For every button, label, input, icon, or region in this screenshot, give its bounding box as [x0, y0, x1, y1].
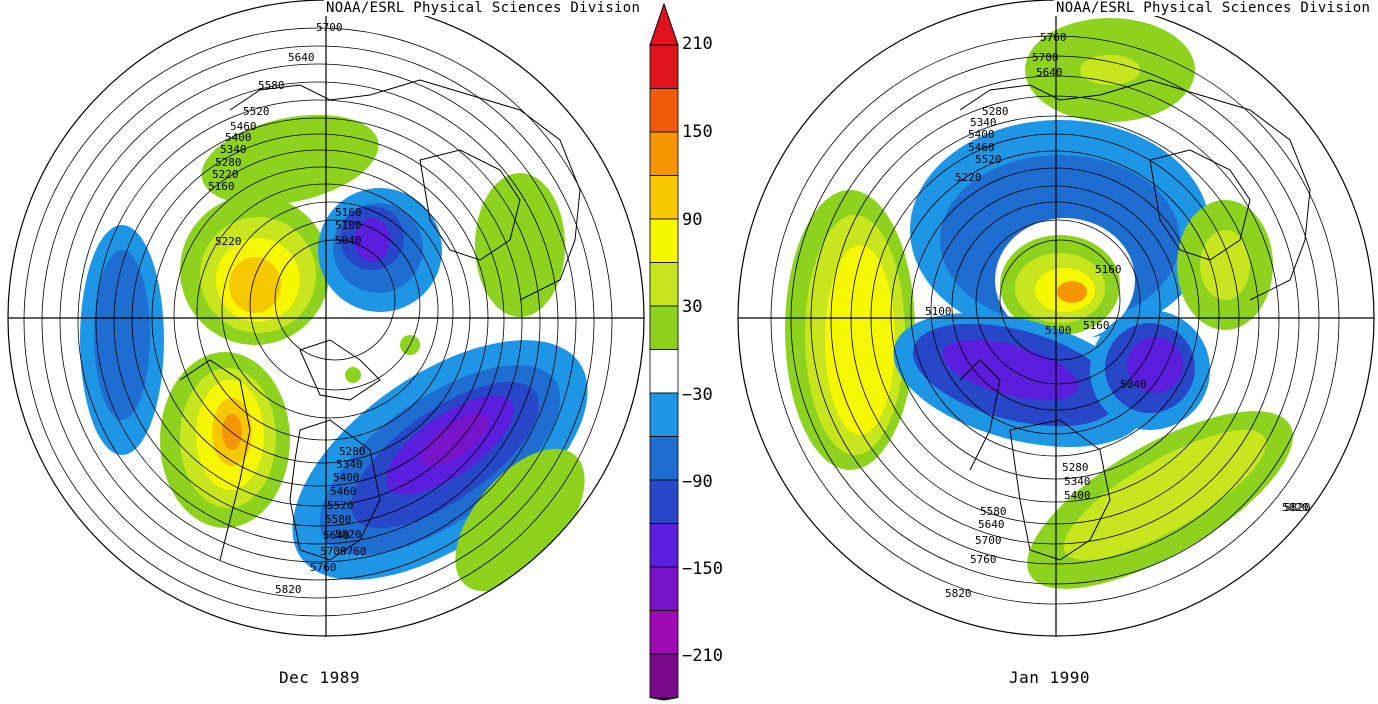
jan-1990-contour-label: 5280	[1062, 461, 1089, 474]
dec-1989-contour-label: 5640	[288, 51, 315, 64]
jan-1990-contour-label: 5820	[945, 587, 972, 600]
dec-1989-contour-label: 5160	[208, 180, 235, 193]
jan-1990-contour-label: 5520	[975, 153, 1002, 166]
dec-1989-contour-label: 5520	[243, 105, 270, 118]
colorbar	[649, 2, 679, 701]
dec-1989-contour-label: 5280	[339, 445, 366, 458]
colorbar-tick-label: 210	[682, 34, 713, 54]
dec-1989-contour-label: 5760	[310, 561, 337, 574]
height-contours	[770, 35, 1340, 605]
dec-1989-contour-label: 5580	[325, 513, 352, 526]
jan-1990-contour-label: 5400	[1064, 489, 1091, 502]
dec-1989-contour-label: 5160	[335, 206, 362, 219]
anomaly-fills	[785, 18, 1293, 589]
jan-1990-contour-label: 5340	[1064, 475, 1091, 488]
jan-1990-contour-label: 5700	[975, 534, 1002, 547]
jan-1990-contour-label: 5040	[1120, 378, 1147, 391]
colorbar-top-arrow	[649, 2, 679, 46]
colorbar-tick-label: −30	[682, 385, 713, 405]
colorbar-segment	[649, 88, 679, 133]
jan-1990-contour-label: 5820	[1282, 501, 1309, 514]
colorbar-tick-label: 90	[682, 210, 703, 230]
colorbar-segment	[649, 392, 679, 437]
colorbar-tick-label: −150	[682, 559, 723, 579]
dec-1989-contour-label: 5820	[335, 528, 362, 541]
jan-1990-contour-label: 5160	[1083, 319, 1110, 332]
dec-1989-contour-label: 5220	[212, 168, 239, 181]
dec-1989-contour-label: 5460	[330, 485, 357, 498]
colorbar-tick-label: −90	[682, 472, 713, 492]
colorbar-segment	[649, 218, 679, 263]
colorbar-segment	[649, 436, 679, 481]
map-panel-dec-1989	[8, 0, 644, 636]
panel-caption-right: Jan 1990	[1009, 668, 1091, 687]
colorbar-segment	[649, 479, 679, 524]
jan-1990-contour-label: 5700	[1032, 51, 1059, 64]
dec-1989-contour-label: 5100	[335, 219, 362, 232]
dec-1989-contour-label: 5820	[275, 583, 302, 596]
map-panel-jan-1990	[738, 0, 1374, 636]
colorbar-segment	[649, 566, 679, 611]
jan-1990-contour-label: 5100	[1045, 324, 1072, 337]
jan-1990-contour-label: 5460	[968, 141, 995, 154]
jan-1990-contour-label: 5640	[1036, 66, 1063, 79]
colorbar-bottom-arrow	[649, 697, 679, 701]
jan-1990-contour-label: 5160	[1095, 263, 1122, 276]
dec-1989-contour-label: 5220	[215, 235, 242, 248]
panel-caption-left: Dec 1989	[279, 668, 361, 687]
colorbar-segment	[649, 349, 679, 394]
jan-1990-contour-label: 5220	[955, 171, 982, 184]
colorbar-segment	[649, 44, 679, 89]
jan-1990-contour-label: 5100	[925, 305, 952, 318]
dec-1989-contour-label: 5760	[340, 545, 367, 558]
map-boundary-right	[737, 0, 1375, 637]
dec-1989-contour-label: 5640	[323, 529, 350, 542]
dec-1989-contour-label: 5460	[230, 120, 257, 133]
colorbar-tick-label: 30	[682, 297, 703, 317]
colorbar-tick-label: −210	[682, 646, 723, 666]
jan-1990-contour-label: 5340	[970, 116, 997, 129]
colorbar-segment	[649, 305, 679, 350]
colorbar-tick-label: 150	[682, 122, 713, 142]
coastlines	[179, 79, 581, 561]
map-boundary-left	[7, 0, 645, 637]
colorbar-segment	[649, 523, 679, 568]
dec-1989-contour-label: 5040	[335, 234, 362, 247]
dec-1989-contour-label: 5340	[220, 143, 247, 156]
jan-1990-contour-label: 5760	[1040, 31, 1067, 44]
dec-1989-contour-label: 5400	[225, 131, 252, 144]
colorbar-segment	[649, 131, 679, 176]
graticule	[8, 0, 644, 636]
colorbar-segment	[649, 175, 679, 220]
credit-right: NOAA/ESRL Physical Sciences Division	[1054, 0, 1373, 16]
dec-1989-contour-label: 5340	[336, 458, 363, 471]
dec-1989-contour-label: 5700	[316, 21, 343, 34]
dec-1989-contour-label: 5520	[327, 499, 354, 512]
colorbar-segment	[649, 653, 679, 698]
jan-1990-contour-label: 5280	[982, 105, 1009, 118]
dec-1989-contour-label: 5280	[215, 156, 242, 169]
credit-left: NOAA/ESRL Physical Sciences Division	[324, 0, 643, 16]
colorbar-segment	[649, 262, 679, 307]
coastlines	[959, 79, 1311, 561]
jan-1990-contour-label: 5760	[970, 553, 997, 566]
graticule	[738, 0, 1374, 636]
dec-1989-contour-label: 5400	[333, 471, 360, 484]
colorbar-segment	[649, 610, 679, 655]
jan-1990-contour-label: 5820	[1284, 501, 1311, 514]
jan-1990-contour-label: 5640	[978, 518, 1005, 531]
dec-1989-contour-label: 5700	[320, 545, 347, 558]
jan-1990-contour-label: 5400	[968, 128, 995, 141]
dec-1989-contour-label: 5580	[258, 79, 285, 92]
jan-1990-contour-label: 5580	[980, 505, 1007, 518]
